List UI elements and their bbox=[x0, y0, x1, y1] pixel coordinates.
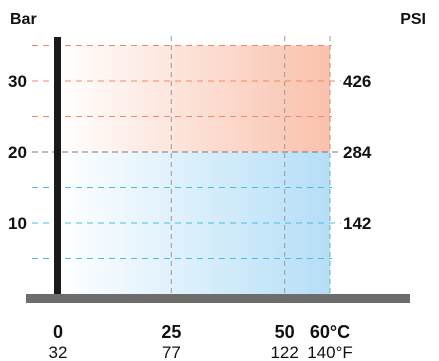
y-axis-bar bbox=[54, 37, 61, 294]
x-tick-fahrenheit-50: 122 bbox=[270, 343, 298, 361]
x-tick-celsius-50: 50 bbox=[275, 322, 295, 342]
y-right-tick-284: 284 bbox=[343, 143, 372, 162]
y-left-tick-20: 20 bbox=[8, 143, 27, 162]
y-left-tick-30: 30 bbox=[8, 72, 27, 91]
x-tick-fahrenheit-25: 77 bbox=[162, 343, 181, 361]
x-axis-base-bar bbox=[26, 294, 410, 303]
y-right-tick-142: 142 bbox=[343, 214, 371, 233]
x-tick-celsius-60: 60°C bbox=[310, 322, 350, 342]
high-pressure-region bbox=[58, 45, 330, 152]
x-tick-fahrenheit-60: 140°F bbox=[307, 343, 353, 361]
y-right-tick-426: 426 bbox=[343, 72, 371, 91]
x-tick-celsius-0: 0 bbox=[53, 322, 63, 342]
x-tick-fahrenheit-0: 32 bbox=[49, 343, 68, 361]
vertical-gridlines bbox=[170, 36, 331, 294]
y-left-tick-10: 10 bbox=[8, 214, 27, 233]
y-left-axis-label: Bar bbox=[10, 11, 37, 28]
y-left-tick-labels: 10 20 30 bbox=[8, 72, 27, 233]
horizontal-gridlines bbox=[32, 45, 341, 259]
y-right-tick-labels: 142 284 426 bbox=[343, 72, 372, 233]
y-right-axis-label: PSI bbox=[400, 11, 426, 28]
x-tick-celsius-25: 25 bbox=[161, 322, 181, 342]
